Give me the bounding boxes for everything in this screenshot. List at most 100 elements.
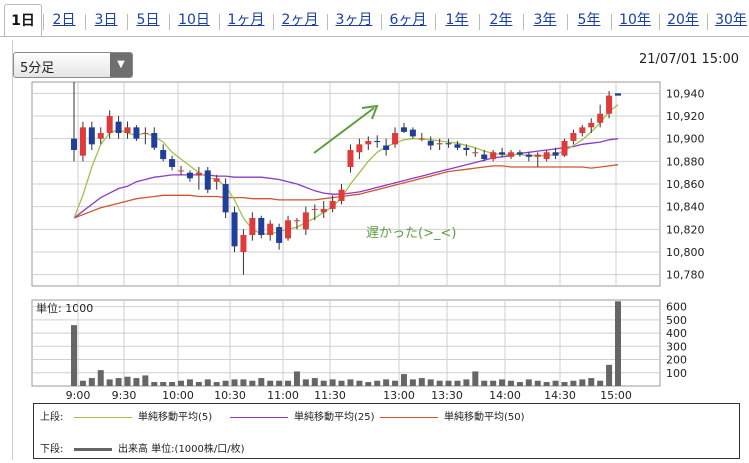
tab-separator — [381, 14, 382, 30]
volume-bar — [151, 382, 158, 386]
candle-up — [249, 218, 256, 235]
annotation-arrow — [313, 107, 375, 154]
candle-down — [115, 121, 122, 133]
tab-5[interactable]: 1ヶ月 — [227, 12, 265, 28]
volume-bar — [302, 379, 309, 386]
tab-10[interactable]: 2年 — [489, 12, 513, 28]
price-tick-label: 10,880 — [666, 155, 705, 168]
candle-up — [329, 201, 336, 209]
ma50-line — [73, 164, 619, 219]
volume-bar — [365, 382, 372, 386]
tab-1[interactable]: 2日 — [52, 12, 76, 28]
volume-swatch — [74, 447, 112, 451]
price-tick-label: 10,800 — [666, 246, 705, 259]
candle-down — [222, 184, 229, 213]
tab-7[interactable]: 3ヶ月 — [335, 12, 373, 28]
time-tick-label: 14:00 — [489, 389, 521, 402]
volume-bar — [543, 382, 550, 386]
time-tick-label: 13:30 — [431, 389, 463, 402]
volume-bar — [347, 379, 354, 386]
volume-bar — [267, 380, 274, 386]
timestamp: 21/07/01 15:00 — [639, 52, 739, 67]
tab-separator — [659, 14, 660, 30]
tab-3[interactable]: 5日 — [136, 12, 160, 28]
tab-4[interactable]: 10日 — [178, 12, 210, 28]
candle-up — [142, 133, 149, 134]
legend-item-ma50: 単純移動平均(50) — [380, 408, 525, 423]
volume-bar — [427, 379, 434, 386]
legend-label-ma50: 単純移動平均(50) — [444, 412, 525, 423]
chart-legend: 上段: 単純移動平均(5) 単純移動平均(25) 単純移動平均(50) 下段: … — [33, 403, 740, 459]
volume-bar — [169, 382, 176, 386]
tab-underline — [0, 36, 749, 37]
candle-up — [418, 138, 425, 140]
tab-6[interactable]: 2ヶ月 — [281, 12, 319, 28]
ma50-swatch — [380, 416, 438, 418]
candle-down — [169, 159, 176, 167]
price-tick-label: 10,940 — [666, 87, 705, 100]
volume-bar — [570, 380, 577, 386]
volume-unit-label: 単位: 1000 — [36, 301, 93, 315]
tab-8[interactable]: 6ヶ月 — [389, 12, 427, 28]
candle-up — [347, 150, 354, 167]
ma25-line — [73, 138, 619, 219]
candle-up — [240, 235, 247, 252]
volume-bar — [490, 380, 497, 386]
volume-bar — [240, 379, 247, 386]
candle-up — [267, 223, 274, 235]
volume-bar — [383, 379, 390, 386]
tab-9[interactable]: 1年 — [445, 12, 469, 28]
candle-up — [472, 152, 479, 154]
tab-0[interactable]: 1日 — [4, 4, 42, 37]
price-tick-label: 10,780 — [666, 269, 705, 282]
tab-14[interactable]: 20年 — [667, 12, 699, 28]
volume-bar — [213, 382, 220, 386]
volume-bar — [106, 379, 113, 386]
tab-11[interactable]: 3年 — [533, 12, 557, 28]
volume-bar — [534, 380, 541, 386]
volume-bar — [472, 371, 479, 386]
candle-down — [186, 172, 193, 179]
legend-label-ma25: 単純移動平均(25) — [294, 412, 375, 423]
candle-up — [436, 143, 443, 145]
candle-down — [204, 170, 211, 190]
price-tick-label: 10,840 — [666, 201, 705, 214]
volume-tick-label: 100 — [666, 367, 687, 380]
legend-item-volume: 出来高 単位:(1000株/口/枚) — [74, 440, 245, 455]
candle-down — [276, 227, 283, 243]
interval-select[interactable]: 5分足 ▼ — [13, 52, 133, 78]
volume-tick-label: 300 — [666, 340, 687, 353]
candle-up — [534, 154, 541, 157]
tab-13[interactable]: 10年 — [619, 12, 651, 28]
candle-up — [302, 212, 309, 230]
candle-up — [597, 113, 604, 123]
tab-separator — [169, 14, 170, 30]
volume-bar — [516, 382, 523, 386]
candle-down — [88, 127, 95, 145]
legend-lower-label: 下段: — [40, 444, 64, 455]
volume-plot-area — [31, 299, 661, 387]
volume-bar — [186, 379, 193, 386]
tab-separator — [273, 14, 274, 30]
tab-separator — [567, 14, 568, 30]
price-tick-label: 10,860 — [666, 178, 705, 191]
legend-label-volume: 出来高 単位:(1000株/口/枚) — [118, 444, 245, 455]
candle-up — [365, 140, 372, 145]
candle-down — [258, 218, 265, 235]
volume-bar — [249, 380, 256, 386]
candle-up — [561, 140, 568, 156]
time-tick-label: 13:00 — [383, 389, 415, 402]
tab-2[interactable]: 3日 — [94, 12, 118, 28]
tab-12[interactable]: 5年 — [577, 12, 601, 28]
candle-up — [570, 133, 577, 141]
tab-separator — [523, 14, 524, 30]
time-tick-label: 11:30 — [314, 389, 346, 402]
volume-tick-label: 600 — [666, 301, 687, 314]
tab-15[interactable]: 30年 — [715, 12, 747, 28]
volume-bar — [392, 380, 399, 386]
candle-down — [525, 154, 532, 157]
price-tick-label: 10,820 — [666, 223, 705, 236]
candle-up — [213, 178, 220, 182]
volume-bar — [71, 325, 77, 386]
